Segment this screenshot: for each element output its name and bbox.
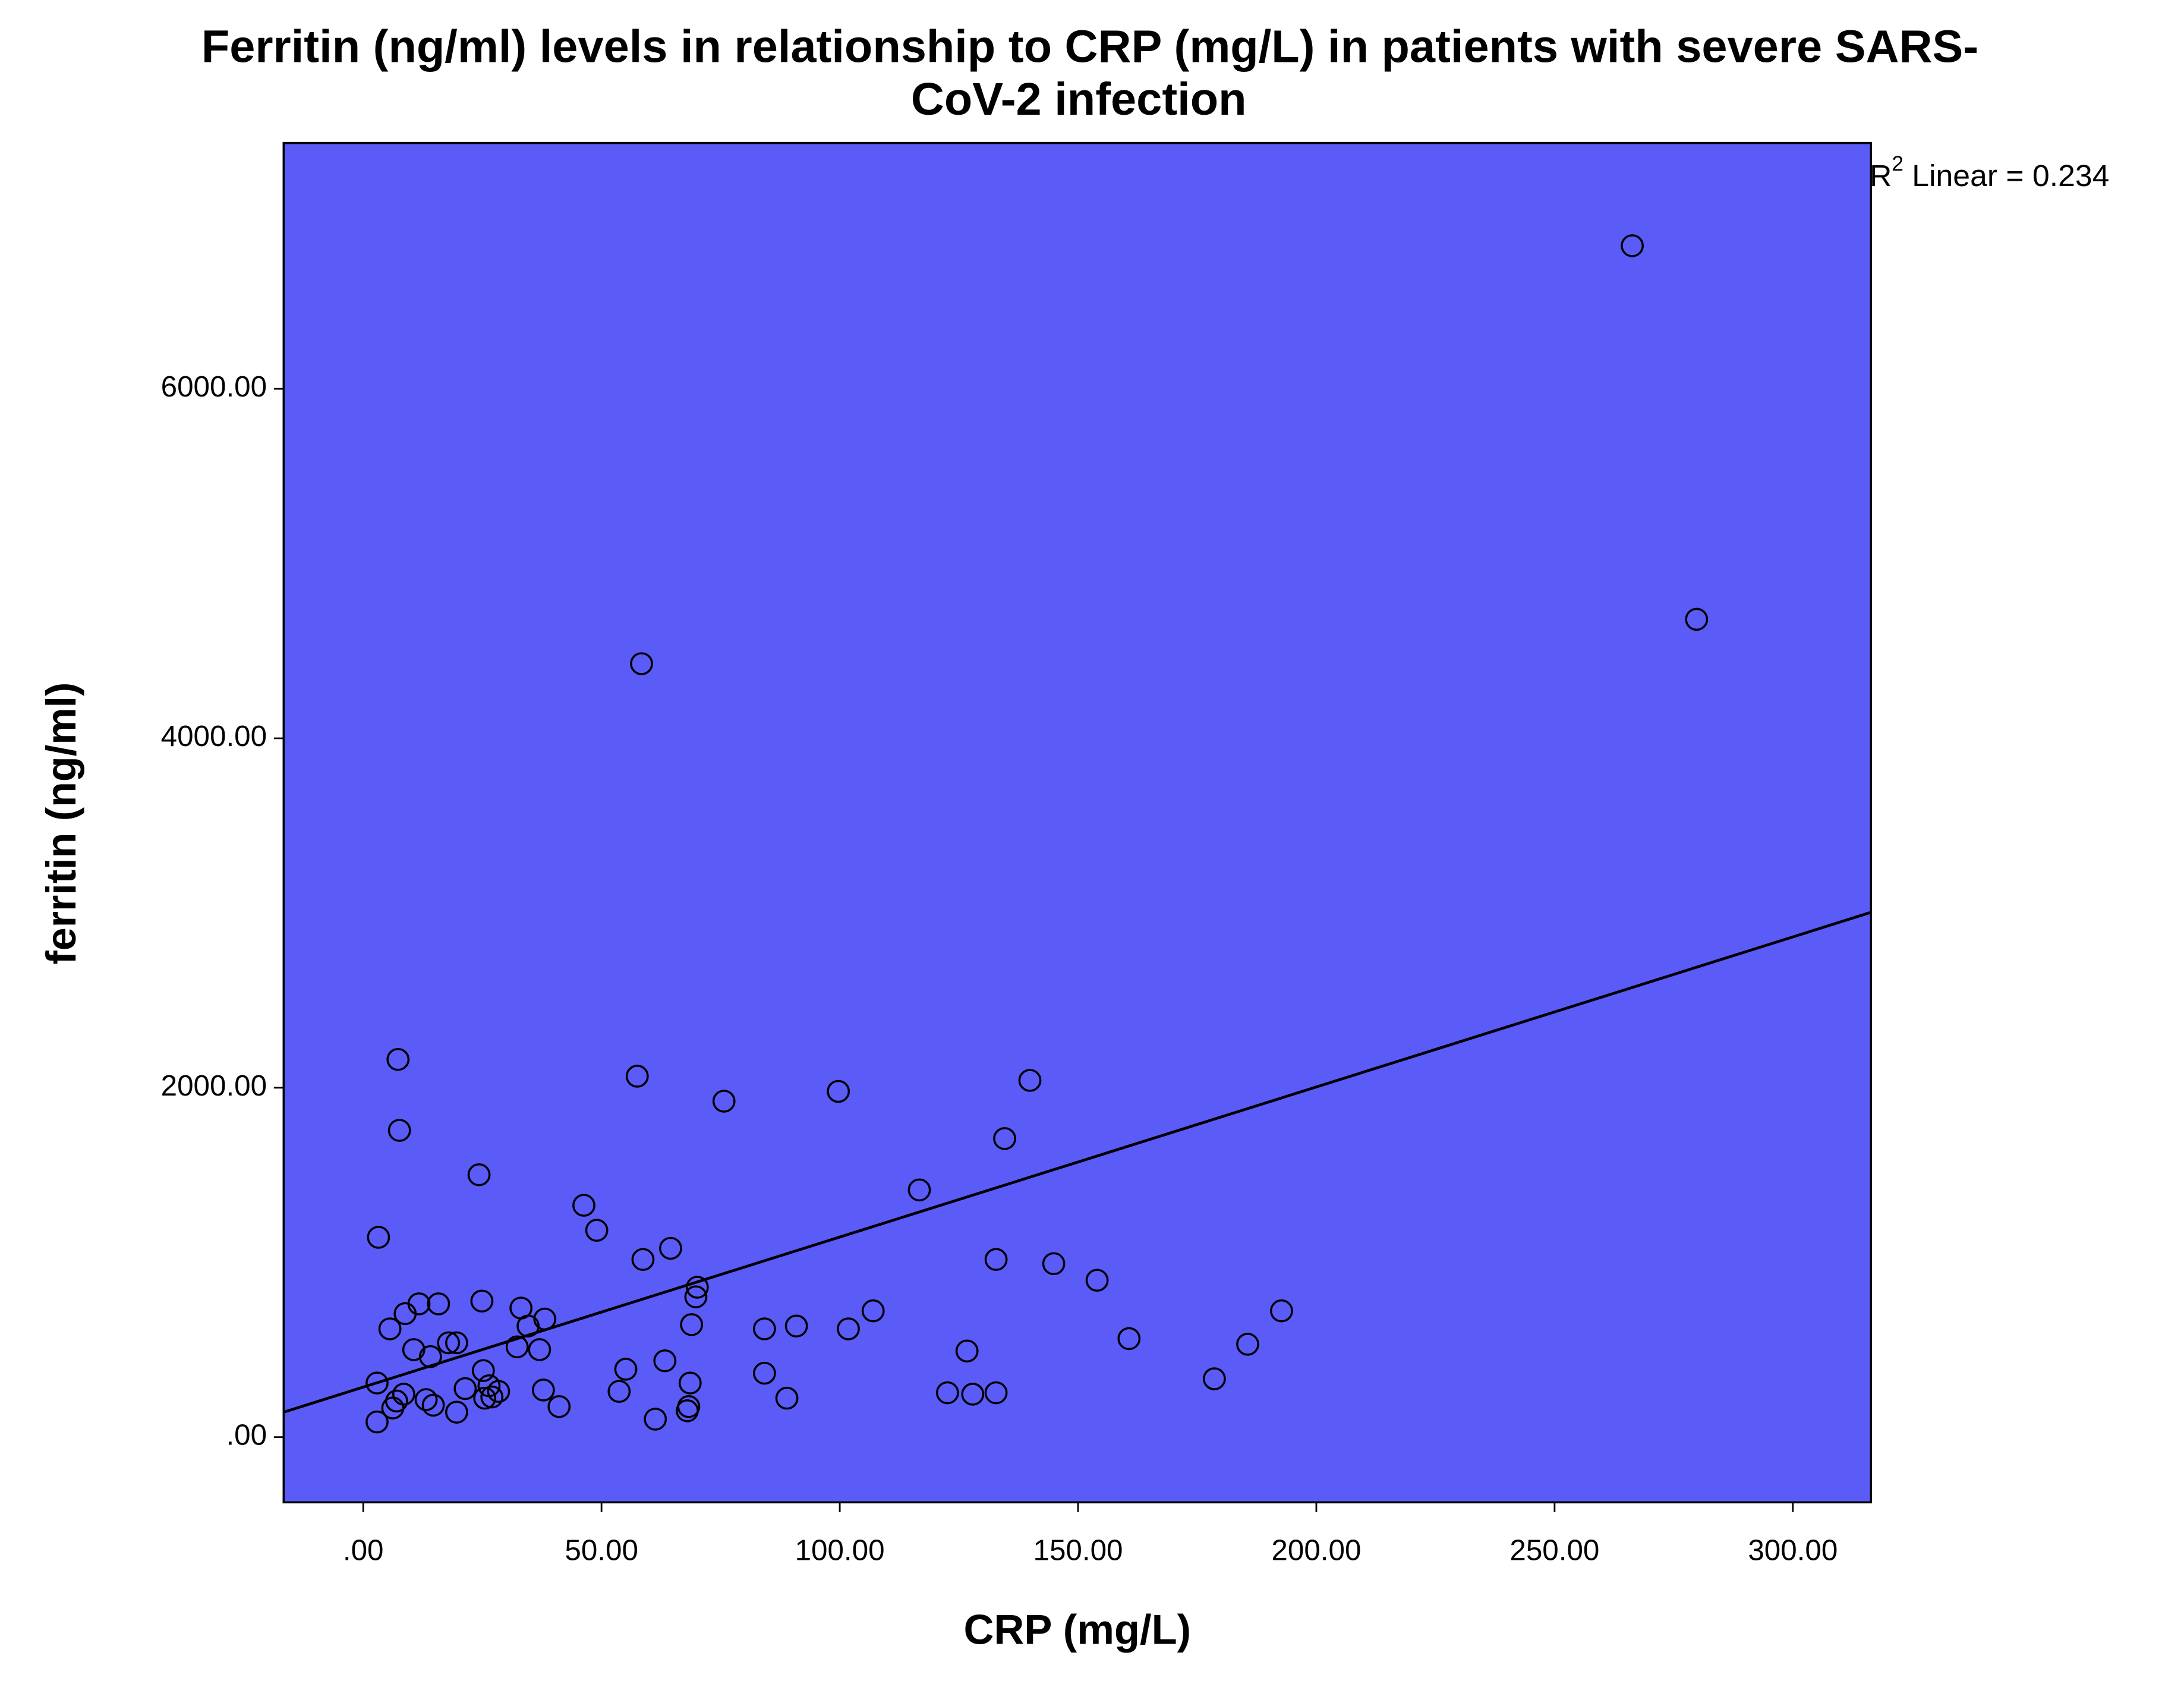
- x-tick-label: 100.00: [795, 1534, 885, 1567]
- data-point: [480, 1385, 504, 1409]
- data-point: [547, 1395, 571, 1418]
- data-point: [437, 1331, 461, 1355]
- plot-area: [282, 141, 1873, 1504]
- data-point: [1202, 1367, 1226, 1390]
- data-point: [528, 1338, 551, 1361]
- data-point: [984, 1381, 1008, 1405]
- x-tick-label: .00: [343, 1534, 384, 1567]
- y-tick-label: 6000.00: [161, 370, 267, 403]
- data-point: [676, 1399, 699, 1422]
- data-point: [614, 1358, 638, 1381]
- data-point: [1270, 1299, 1293, 1323]
- data-point: [585, 1219, 609, 1242]
- data-point: [378, 1317, 402, 1340]
- data-point: [445, 1400, 468, 1424]
- data-point: [631, 1248, 655, 1271]
- data-point: [659, 1236, 682, 1260]
- data-point: [961, 1383, 985, 1406]
- data-point: [365, 1371, 389, 1395]
- x-tick-label: 300.00: [1748, 1534, 1838, 1567]
- fit-line: [283, 911, 1872, 1414]
- data-point: [775, 1386, 799, 1410]
- data-point: [414, 1388, 438, 1411]
- y-tick-label: .00: [226, 1419, 267, 1452]
- data-point: [386, 1047, 410, 1071]
- data-point: [572, 1194, 595, 1217]
- data-point: [685, 1276, 709, 1299]
- data-point: [445, 1331, 468, 1355]
- data-point: [955, 1339, 979, 1363]
- data-point: [381, 1396, 405, 1420]
- data-point: [531, 1378, 555, 1402]
- r2-text: Linear = 0.234: [1903, 158, 2109, 193]
- data-point: [467, 1163, 491, 1186]
- data-point: [1085, 1269, 1109, 1292]
- data-point: [993, 1127, 1016, 1150]
- data-point: [712, 1090, 736, 1113]
- data-point: [1018, 1069, 1042, 1092]
- data-point: [607, 1380, 631, 1403]
- y-axis-title: ferritin (ng/ml): [37, 682, 84, 965]
- data-point: [861, 1299, 885, 1323]
- data-point: [471, 1359, 495, 1382]
- x-tick-label: 150.00: [1033, 1534, 1123, 1567]
- data-point: [402, 1338, 426, 1361]
- data-point: [653, 1349, 677, 1373]
- data-point: [470, 1289, 494, 1313]
- x-axis-title: CRP (mg/L): [963, 1606, 1191, 1653]
- data-point: [837, 1317, 860, 1340]
- chart-title: Ferritin (ng/ml) levels in relationship …: [201, 21, 1978, 73]
- data-point: [1117, 1327, 1141, 1351]
- chart-title: CoV-2 infection: [911, 74, 1247, 125]
- data-point: [680, 1313, 704, 1336]
- y-tick-label: 4000.00: [161, 720, 267, 753]
- r2-superscript: 2: [1892, 152, 1903, 175]
- data-point: [630, 652, 653, 675]
- data-point: [393, 1302, 417, 1326]
- data-point: [1236, 1333, 1259, 1356]
- data-point: [1621, 234, 1644, 257]
- data-point: [487, 1380, 510, 1403]
- data-point: [427, 1292, 450, 1315]
- data-point: [367, 1226, 390, 1249]
- data-point: [421, 1393, 445, 1417]
- data-point: [644, 1408, 667, 1431]
- r2-annotation: R2 Linear = 0.234: [1870, 152, 2109, 192]
- data-point: [625, 1065, 649, 1088]
- data-point: [752, 1317, 776, 1340]
- x-tick-label: 250.00: [1509, 1534, 1599, 1567]
- data-point: [907, 1178, 931, 1202]
- data-point: [984, 1248, 1008, 1271]
- data-point: [387, 1119, 411, 1142]
- data-point: [365, 1410, 389, 1434]
- data-point: [1685, 608, 1709, 631]
- data-point: [827, 1079, 850, 1103]
- data-point: [784, 1314, 808, 1338]
- data-point: [935, 1381, 959, 1405]
- data-point: [752, 1361, 776, 1385]
- data-point: [1042, 1252, 1066, 1276]
- data-point: [678, 1371, 702, 1395]
- data-point: [473, 1386, 497, 1410]
- data-point: [453, 1377, 477, 1400]
- r2-prefix: R: [1870, 158, 1892, 193]
- data-point: [684, 1285, 708, 1308]
- data-point: [505, 1335, 529, 1359]
- x-tick-label: 50.00: [565, 1534, 638, 1567]
- x-tick-label: 200.00: [1271, 1534, 1361, 1567]
- y-tick-label: 2000.00: [161, 1069, 267, 1102]
